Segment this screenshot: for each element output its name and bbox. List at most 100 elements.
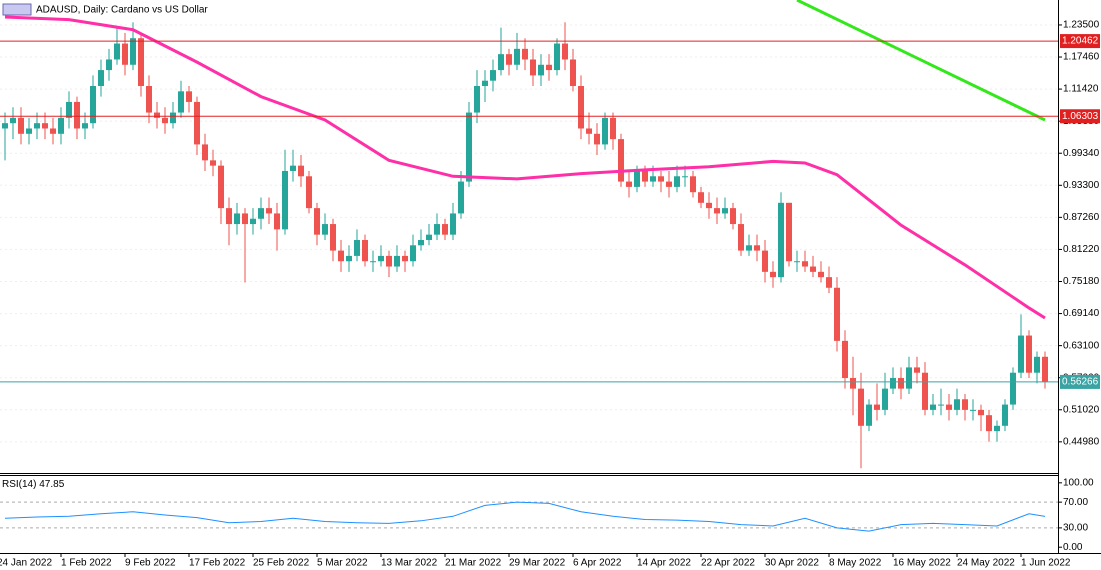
- candle-body: [434, 224, 440, 235]
- candle-body: [458, 181, 464, 214]
- candle-body: [362, 239, 368, 262]
- candle-body: [162, 117, 168, 124]
- candle-body: [578, 86, 584, 129]
- candle-body: [890, 378, 896, 389]
- candle-body: [178, 91, 184, 113]
- candle-body: [602, 117, 608, 145]
- candle-body: [610, 117, 616, 140]
- candle-body: [770, 271, 776, 278]
- candle-body: [538, 64, 544, 76]
- candle-body: [666, 181, 672, 187]
- candle-body: [762, 250, 768, 272]
- candle-body: [98, 70, 104, 87]
- candle-body: [570, 59, 576, 87]
- candle-body: [946, 404, 952, 410]
- rsi-title: RSI(14): [2, 479, 36, 490]
- candle-body: [42, 123, 48, 129]
- candle-body: [354, 239, 360, 256]
- y-tick-label: 0.81220: [1063, 244, 1100, 255]
- candle-body: [986, 415, 992, 432]
- candle-body: [930, 404, 936, 410]
- candle-body: [226, 208, 232, 225]
- candle-body: [706, 202, 712, 209]
- candle-body: [786, 202, 792, 262]
- candle-body: [2, 123, 8, 129]
- candle-body: [514, 48, 520, 65]
- x-tick-label: 17 Feb 2022: [189, 558, 246, 569]
- candle-body: [882, 388, 888, 410]
- x-tick-label: 13 Mar 2022: [381, 558, 438, 569]
- candle-body: [210, 160, 216, 166]
- candle-body: [50, 128, 56, 134]
- candle-body: [202, 144, 208, 161]
- candle-body: [10, 117, 16, 124]
- candle-body: [922, 372, 928, 410]
- trend-line: [796, 0, 1046, 122]
- candle-body: [90, 86, 96, 124]
- candle-body: [194, 101, 200, 145]
- candle-body: [1018, 335, 1024, 373]
- candle-body: [1034, 356, 1040, 373]
- x-tick-label: 25 Feb 2022: [253, 558, 310, 569]
- rsi-label: RSI(14) 47.85: [2, 479, 65, 490]
- rsi-tick-label: 30.00: [1063, 523, 1088, 534]
- candle-body: [314, 208, 320, 235]
- candle-body: [410, 245, 416, 262]
- rsi-panel: [4, 501, 1046, 532]
- candle-body: [290, 165, 296, 171]
- candle-body: [258, 208, 264, 219]
- candle-body: [778, 202, 784, 278]
- candle-body: [858, 388, 864, 426]
- y-tick-label: 1.23500: [1063, 20, 1100, 31]
- candle-body: [714, 208, 720, 214]
- candle-body: [954, 399, 960, 410]
- candle-body: [554, 43, 560, 71]
- candle-body: [266, 208, 272, 214]
- y-tick-label: 0.99340: [1063, 148, 1100, 159]
- x-tick-label: 8 May 2022: [829, 558, 882, 569]
- candle-body: [682, 176, 688, 178]
- moving-average: [4, 15, 1046, 320]
- candle-body: [642, 170, 648, 182]
- candle-body: [586, 128, 592, 134]
- rsi-tick-label: 100.00: [1063, 477, 1094, 488]
- candle-body: [234, 213, 240, 225]
- candle-body: [938, 404, 944, 406]
- candle-body: [794, 261, 800, 263]
- candle-body: [842, 340, 848, 379]
- plot: [2, 22, 1048, 469]
- candle-body: [490, 70, 496, 81]
- candle-body: [146, 86, 152, 113]
- x-tick-label: 21 Mar 2022: [445, 558, 502, 569]
- rsi-last: 47.85: [39, 479, 64, 490]
- candle-body: [874, 404, 880, 410]
- level-label: 0.56266: [1062, 377, 1099, 388]
- candle-body: [274, 213, 280, 230]
- candle-body: [906, 367, 912, 389]
- candle-body: [330, 224, 336, 251]
- x-tick-label: 22 Apr 2022: [701, 558, 755, 569]
- level-label: 1.20462: [1062, 36, 1099, 47]
- x-tick-label: 14 Apr 2022: [637, 558, 691, 569]
- candle-body: [1010, 372, 1016, 405]
- x-tick-label: 6 Apr 2022: [573, 558, 622, 569]
- level-label-bg: [1060, 109, 1100, 124]
- candle-body: [170, 112, 176, 124]
- candle-body: [970, 409, 976, 411]
- y-tick-label: 0.93300: [1063, 180, 1100, 191]
- candle-body: [322, 224, 328, 235]
- candle-body: [306, 176, 312, 209]
- candle-body: [746, 245, 752, 251]
- candle-body: [498, 54, 504, 71]
- candle-body: [338, 250, 344, 262]
- candle-body: [650, 176, 656, 182]
- chart-title: ADAUSD, Daily: Cardano vs US Dollar: [36, 5, 208, 16]
- candle-body: [386, 255, 392, 267]
- candle-body: [626, 181, 632, 187]
- candle-body: [962, 399, 968, 410]
- candle-body: [978, 409, 984, 416]
- candle-body: [562, 43, 568, 60]
- level-label: 1.06303: [1062, 111, 1099, 122]
- rsi-tick-label: 70.00: [1063, 497, 1088, 508]
- candle-body: [66, 101, 72, 118]
